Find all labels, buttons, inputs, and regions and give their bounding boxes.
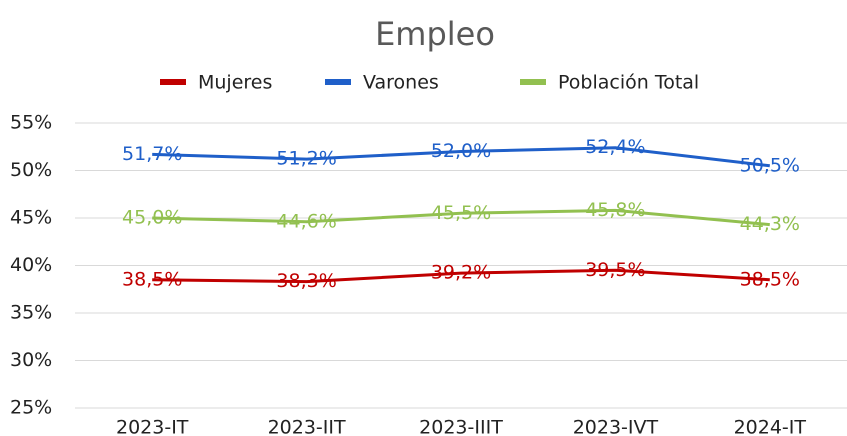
chart-title: Empleo	[375, 15, 495, 53]
legend-swatch	[160, 79, 186, 85]
data-label: 45,8%	[585, 199, 645, 221]
data-label: 52,4%	[585, 136, 645, 158]
data-label: 38,5%	[122, 268, 182, 290]
data-label: 45,0%	[122, 207, 182, 229]
x-tick-label: 2023-IT	[116, 417, 189, 436]
x-tick-label: 2024-IT	[734, 417, 807, 436]
data-label: 44,3%	[740, 213, 800, 235]
data-label: 51,7%	[122, 143, 182, 165]
x-tick-label: 2023-IVT	[573, 417, 659, 436]
data-label: 39,5%	[585, 259, 645, 281]
data-label: 50,5%	[740, 154, 800, 176]
data-label: 38,5%	[740, 268, 800, 290]
data-label: 44,6%	[276, 210, 336, 232]
legend-label: Varones	[363, 72, 439, 94]
legend-label: Población Total	[558, 72, 699, 94]
data-label: 39,2%	[431, 262, 491, 284]
series-line	[152, 146, 770, 168]
series-line	[152, 208, 770, 227]
y-tick-label: 50%	[10, 159, 52, 181]
legend-label: Mujeres	[198, 72, 272, 94]
data-label: 45,5%	[431, 202, 491, 224]
data-label: 52,0%	[431, 140, 491, 162]
y-tick-label: 35%	[10, 302, 52, 324]
legend-swatch	[520, 79, 546, 85]
x-tick-label: 2023-IIT	[268, 417, 346, 436]
y-tick-label: 55%	[10, 112, 52, 134]
data-label: 51,2%	[276, 148, 336, 170]
y-tick-label: 45%	[10, 207, 52, 229]
y-tick-label: 40%	[10, 254, 52, 276]
legend-swatch	[325, 79, 351, 85]
y-tick-label: 30%	[10, 349, 52, 371]
y-tick-label: 25%	[10, 397, 52, 419]
data-label: 38,3%	[276, 270, 336, 292]
x-tick-label: 2023-IIIT	[419, 417, 503, 436]
series-line	[152, 268, 770, 284]
